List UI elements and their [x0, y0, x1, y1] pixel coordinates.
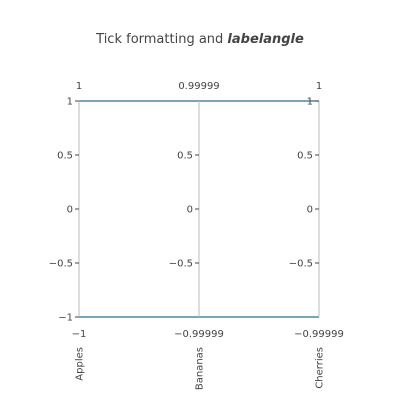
tick-label: −0.5 — [169, 259, 193, 270]
range-min-label: −0.99999 — [174, 329, 224, 340]
axis-label: Cherries — [315, 347, 326, 389]
axis-cherries[interactable]: 1 0.5 0 −0.5 1 −0.99999 Cherries — [289, 81, 344, 389]
range-max-label: 1 — [76, 81, 82, 92]
tick-label: 0 — [187, 205, 193, 216]
tick-label: 0 — [307, 205, 313, 216]
tick-label: −0.5 — [49, 259, 73, 270]
tick-label: 1 — [307, 97, 313, 108]
tick-label: 1 — [67, 97, 73, 108]
range-min-label: −0.99999 — [294, 329, 344, 340]
axes-layer: 1 0.5 0 −0.5 −1 1 −1 Apples 0.5 0 −0.5 0.99999 −0.99… — [49, 81, 344, 390]
axis-label: Bananas — [195, 347, 206, 390]
tick-label: 0.5 — [177, 150, 193, 161]
chart-title-emphasis: labelangle — [227, 32, 304, 47]
tick-label: 0 — [67, 205, 73, 216]
axis-bananas[interactable]: 0.5 0 −0.5 0.99999 −0.99999 Bananas — [169, 81, 224, 390]
range-max-label: 1 — [316, 81, 322, 92]
tick-label: 0.5 — [57, 151, 73, 162]
axis-apples[interactable]: 1 0.5 0 −0.5 −1 1 −1 Apples — [49, 81, 87, 381]
range-min-label: −1 — [72, 329, 87, 340]
tick-label: −1 — [58, 313, 73, 324]
chart-title: Tick formatting and labelangle — [95, 32, 304, 47]
tick-label: −0.5 — [289, 259, 313, 270]
tick-label: 0.5 — [297, 151, 313, 162]
range-max-label: 0.99999 — [178, 81, 219, 92]
chart-title-text: Tick formatting and — [95, 32, 227, 47]
axis-label: Apples — [75, 347, 86, 381]
